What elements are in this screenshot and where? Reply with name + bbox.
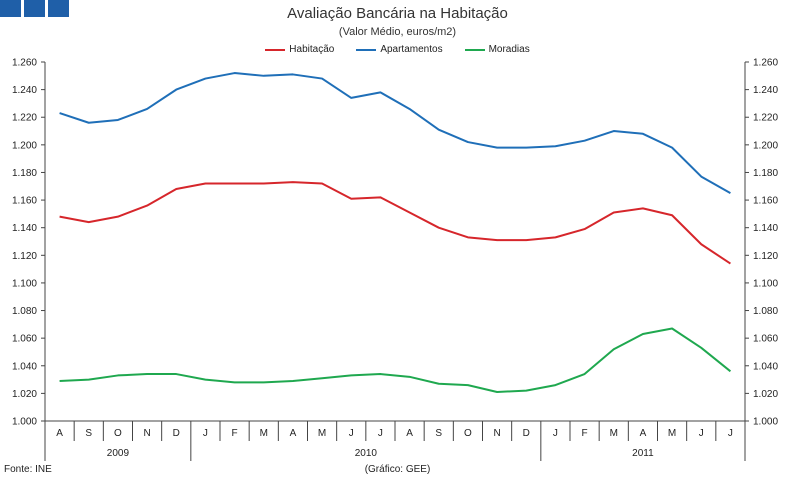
legend-label: Habitação <box>289 44 335 55</box>
y-tick-label-left: 1.000 <box>12 417 37 428</box>
y-tick-label-right: 1.100 <box>753 278 778 289</box>
x-tick-label: A <box>290 428 297 439</box>
x-tick-label: N <box>143 428 150 439</box>
y-tick-label-right: 1.080 <box>753 306 778 317</box>
x-tick-label: D <box>173 428 180 439</box>
y-tick-label-right: 1.260 <box>753 58 778 69</box>
y-tick-label-right: 1.180 <box>753 168 778 179</box>
series-line-habitacao <box>59 181 731 265</box>
year-label: 2009 <box>107 448 130 459</box>
legend-label: Moradias <box>488 44 530 55</box>
x-tick-label: J <box>378 428 383 439</box>
x-tick-label: J <box>699 428 704 439</box>
y-tick-label-left: 1.140 <box>12 223 37 234</box>
logo-square <box>24 0 45 17</box>
x-tick-label: J <box>349 428 354 439</box>
legend-swatch <box>265 48 286 51</box>
series-line-moradias <box>59 327 732 393</box>
x-tick-label: J <box>553 428 558 439</box>
x-tick-label: O <box>464 428 472 439</box>
source-note: Fonte: INE <box>4 464 52 475</box>
y-tick-label-right: 1.060 <box>753 334 778 345</box>
y-tick-label-right: 1.220 <box>753 113 778 124</box>
y-tick-label-left: 1.180 <box>12 168 37 179</box>
x-tick-label: M <box>668 428 676 439</box>
x-tick-label: F <box>582 428 588 439</box>
x-tick-label: M <box>260 428 268 439</box>
y-tick-label-right: 1.120 <box>753 251 778 262</box>
logo-blue-squares <box>0 0 69 17</box>
y-tick-label-left: 1.240 <box>12 85 37 96</box>
chart-credit: (Gráfico: GEE) <box>364 464 431 475</box>
legend-swatch <box>464 48 485 51</box>
legend-item-habitacao: Habitação <box>265 44 334 55</box>
x-tick-label: J <box>728 428 733 439</box>
chart-title: Avaliação Bancária na Habitação <box>287 5 508 22</box>
y-tick-label-left: 1.200 <box>12 140 37 151</box>
x-tick-label: M <box>318 428 326 439</box>
y-tick-label-right: 1.020 <box>753 389 778 400</box>
y-tick-label-left: 1.260 <box>12 58 37 69</box>
y-tick-label-left: 1.100 <box>12 278 37 289</box>
y-tick-label-left: 1.020 <box>12 389 37 400</box>
y-tick-label-left: 1.060 <box>12 334 37 345</box>
chart-subtitle: (Valor Médio, euros/m2) <box>338 26 457 38</box>
year-label: 2011 <box>632 448 654 459</box>
y-tick-label-right: 1.160 <box>753 196 778 207</box>
legend-item-apartamentos: Apartamentos <box>356 44 443 55</box>
legend-item-moradias: Moradias <box>464 44 530 55</box>
y-tick-label-left: 1.120 <box>12 251 37 262</box>
x-tick-label: O <box>114 428 122 439</box>
x-tick-label: S <box>85 428 92 439</box>
year-label: 2010 <box>355 448 378 459</box>
y-tick-label-right: 1.200 <box>753 140 778 151</box>
y-tick-label-right: 1.240 <box>753 85 778 96</box>
y-tick-label-right: 1.040 <box>753 361 778 372</box>
x-tick-label: S <box>435 428 442 439</box>
x-tick-label: N <box>493 428 500 439</box>
series-line-apartamentos <box>59 72 731 195</box>
legend-label: Apartamentos <box>380 44 443 55</box>
y-tick-label-left: 1.220 <box>12 113 37 124</box>
legend-swatch <box>356 48 377 51</box>
x-tick-label: D <box>523 428 530 439</box>
y-tick-label-left: 1.080 <box>12 306 37 317</box>
chart-legend: Habitação Apartamentos Moradias <box>0 44 795 55</box>
y-tick-label-left: 1.040 <box>12 361 37 372</box>
x-tick-label: A <box>640 428 647 439</box>
x-tick-label: A <box>406 428 413 439</box>
y-tick-label-right: 1.140 <box>753 223 778 234</box>
x-tick-label: J <box>203 428 208 439</box>
logo-square <box>48 0 69 17</box>
x-tick-label: A <box>56 428 63 439</box>
y-tick-label-left: 1.160 <box>12 196 37 207</box>
y-tick-label-right: 1.000 <box>753 417 778 428</box>
x-tick-label: M <box>610 428 618 439</box>
x-tick-label: F <box>232 428 238 439</box>
logo-square <box>0 0 21 17</box>
